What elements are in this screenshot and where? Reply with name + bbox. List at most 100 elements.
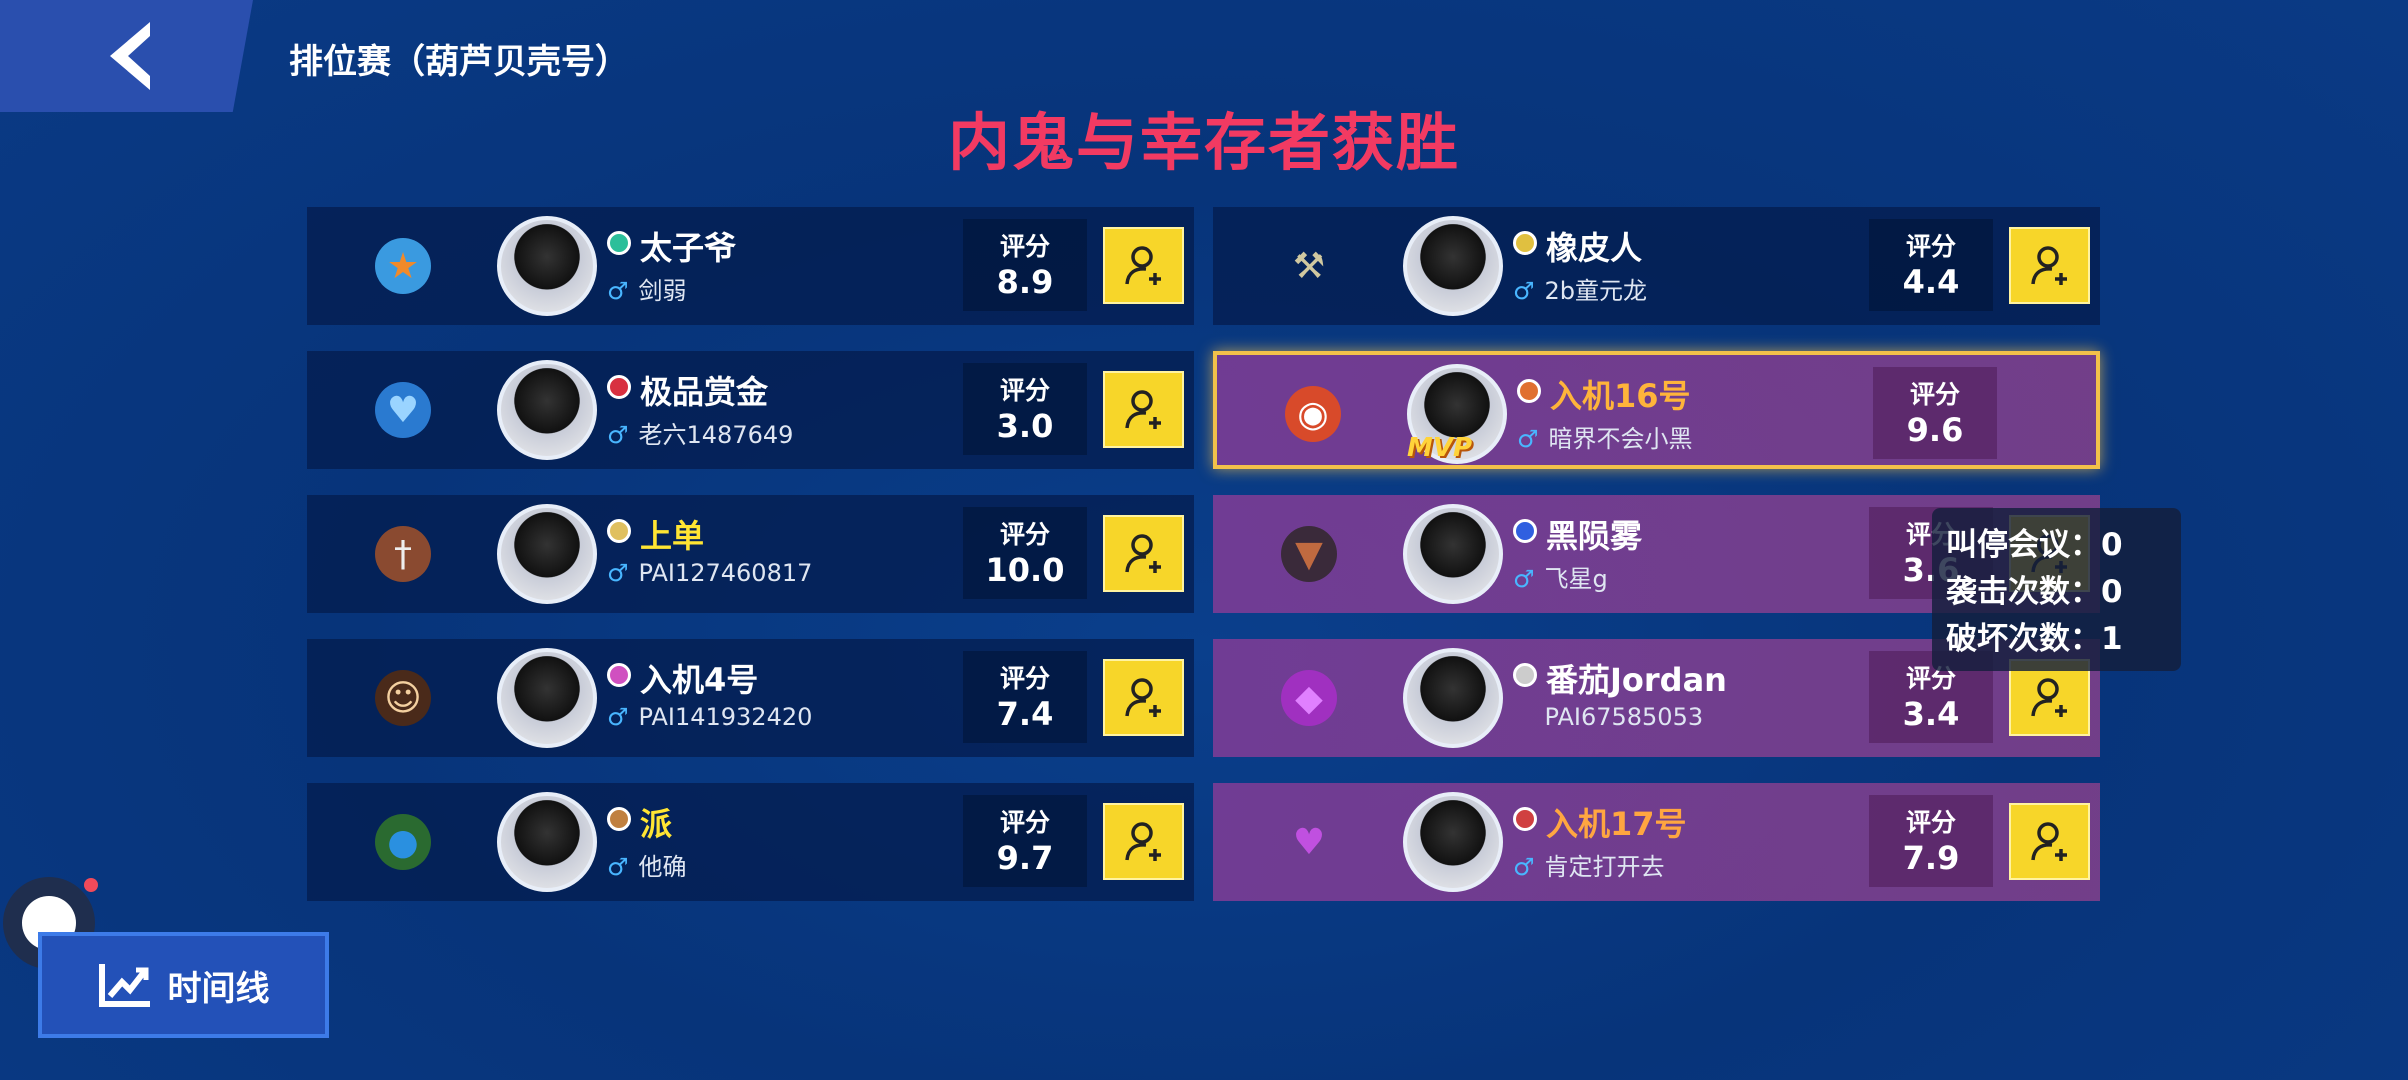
heart-icon: ♥ (1292, 821, 1326, 863)
add-friend-icon (2030, 677, 2067, 717)
score-box: 评分 3.0 (963, 363, 1087, 455)
add-friend-button[interactable] (2009, 227, 2090, 304)
male-icon: ♂ (1513, 853, 1535, 881)
police-badge-icon: ★ (375, 238, 431, 294)
timeline-label: 时间线 (167, 968, 270, 1009)
add-friend-icon (1124, 677, 1161, 717)
player-id: ♂ 2b童元龙 (1513, 277, 1648, 305)
avatar[interactable] (1403, 648, 1503, 748)
player-id: ♂ 暗界不会小黑 (1517, 425, 1693, 453)
player-name: 极品赏金 (640, 373, 769, 411)
avatar[interactable] (1403, 216, 1503, 316)
match-result-title: 内鬼与幸存者获胜 (947, 106, 1460, 179)
male-icon: ♂ (607, 559, 629, 587)
add-friend-icon (2030, 245, 2067, 285)
player-name: 上单 (640, 517, 705, 555)
record-indicator-dot (84, 878, 98, 892)
player-name: 入机16号 (1550, 377, 1691, 415)
player-name: 派 (640, 805, 673, 843)
player-id: ♂ 老六1487649 (607, 421, 794, 449)
player-name: 入机4号 (640, 661, 759, 699)
tooltip-line: 破坏次数：1 (1946, 621, 2123, 657)
player-name: 黑陨雾 (1546, 517, 1643, 555)
avatar[interactable] (1403, 792, 1503, 892)
add-friend-button[interactable] (1103, 515, 1184, 592)
rank-icon (1513, 231, 1537, 255)
score-box: 评分 8.9 (963, 219, 1087, 311)
player-id: ♂ PAI127460817 (607, 559, 813, 587)
player-id: ♂ PAI141932420 (607, 703, 813, 731)
avatar[interactable] (497, 216, 597, 316)
add-friend-button[interactable] (1103, 803, 1184, 880)
add-friend-icon (1124, 821, 1161, 861)
purple-chip-icon: ◆ (1281, 670, 1337, 726)
player-name: 橡皮人 (1546, 229, 1643, 267)
sword-shield-icon: † (375, 526, 431, 582)
back-button[interactable] (0, 0, 253, 112)
timeline-button[interactable]: 时间线 (38, 932, 329, 1038)
gourd-icon: ● (375, 814, 431, 870)
add-friend-button[interactable] (1103, 371, 1184, 448)
bat-icon: ▼ (1281, 526, 1337, 582)
player-id: ♂PAI67585053 (1544, 703, 1704, 731)
avatar[interactable] (1407, 364, 1507, 464)
male-icon: ♂ (1517, 425, 1539, 453)
player-id: ♂ 他确 (607, 853, 687, 881)
rank-icon (607, 663, 631, 687)
male-icon: ♂ (607, 277, 629, 305)
add-friend-icon (2030, 821, 2067, 861)
male-icon: ♂ (607, 421, 629, 449)
score-box: 评分 9.7 (963, 795, 1087, 887)
player-row[interactable]: ☺ 入机4号 ♂ PAI141932420 评分 7.4 (307, 639, 1194, 757)
add-friend-icon (1124, 245, 1161, 285)
score-box: 评分 7.4 (963, 651, 1087, 743)
rank-icon (1517, 379, 1541, 403)
rank-icon (607, 519, 631, 543)
player-name: 番茄Jordan (1546, 661, 1727, 699)
player-id: ♂ 剑弱 (607, 277, 687, 305)
rank-icon (607, 231, 631, 255)
avatar[interactable] (497, 648, 597, 748)
score-box: 评分 4.4 (1869, 219, 1993, 311)
avatar[interactable] (497, 360, 597, 460)
rank-icon (607, 375, 631, 399)
player-row[interactable]: ◉ MVP 入机16号 ♂ 暗界不会小黑 评分 9.6 (1213, 351, 2100, 469)
player-row[interactable]: † 上单 ♂ PAI127460817 评分 10.0 (307, 495, 1194, 613)
score-box: 评分 9.6 (1873, 367, 1997, 459)
rank-icon (1513, 519, 1537, 543)
avatar[interactable] (497, 792, 597, 892)
tooltip-line: 袭击次数：0 (1946, 574, 2123, 610)
add-friend-button[interactable] (1103, 227, 1184, 304)
add-friend-button[interactable] (2009, 803, 2090, 880)
player-id: ♂ 飞星g (1513, 565, 1608, 593)
male-icon: ♂ (1513, 565, 1535, 593)
player-id: ♂ 肯定打开去 (1513, 853, 1665, 881)
red-chip-icon: ◉ (1285, 386, 1341, 442)
add-friend-button[interactable] (2009, 659, 2090, 736)
avatar[interactable] (1403, 504, 1503, 604)
match-mode-title: 排位赛（葫芦贝壳号） (289, 42, 629, 82)
chevron-left-icon (110, 22, 150, 90)
rank-icon (1513, 807, 1537, 831)
player-row[interactable]: ● 派 ♂ 他确 评分 9.7 (307, 783, 1194, 901)
player-name: 太子爷 (640, 229, 737, 267)
stats-tooltip: 叫停会议：0 袭击次数：0 破坏次数：1 (1932, 508, 2181, 671)
player-name: 入机17号 (1546, 805, 1687, 843)
player-row[interactable]: ♥ 入机17号 ♂ 肯定打开去 评分 7.9 (1213, 783, 2100, 901)
player-row[interactable]: ★ 太子爷 ♂ 剑弱 评分 8.9 (307, 207, 1194, 325)
avatar[interactable] (497, 504, 597, 604)
shovel-icon: ⚒ (1292, 245, 1326, 287)
add-friend-icon (1124, 533, 1161, 573)
score-box: 评分 10.0 (963, 507, 1087, 599)
score-box: 评分 7.9 (1869, 795, 1993, 887)
rank-icon (1513, 663, 1537, 687)
add-friend-button[interactable] (1103, 659, 1184, 736)
player-row[interactable]: ♥ 极品赏金 ♂ 老六1487649 评分 3.0 (307, 351, 1194, 469)
blue-chip-icon: ♥ (375, 382, 431, 438)
male-icon: ♂ (1513, 277, 1535, 305)
detective-icon: ☺ (375, 670, 431, 726)
player-row[interactable]: ⚒ 橡皮人 ♂ 2b童元龙 评分 4.4 (1213, 207, 2100, 325)
mvp-badge: MVP (1407, 433, 1473, 463)
add-friend-icon (1124, 389, 1161, 429)
male-icon: ♂ (607, 703, 629, 731)
